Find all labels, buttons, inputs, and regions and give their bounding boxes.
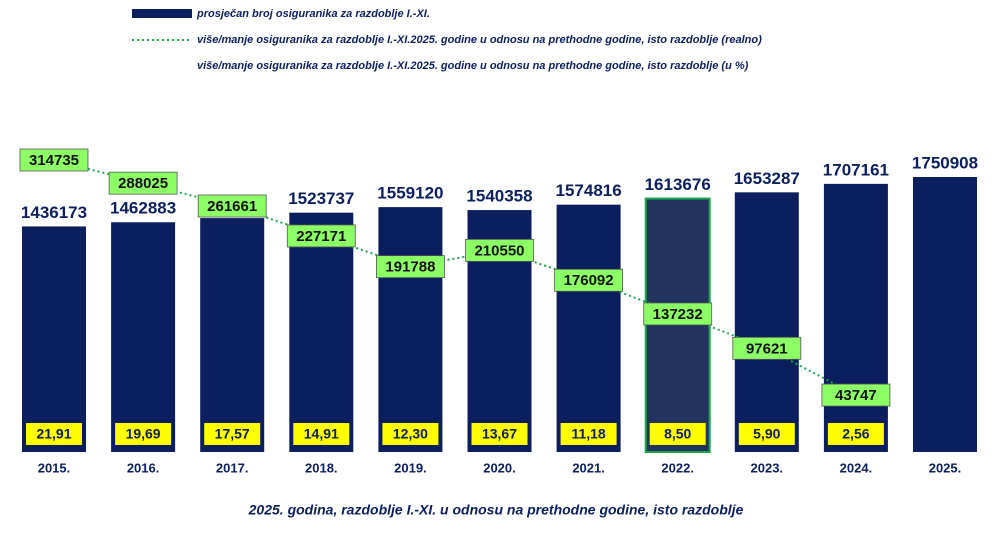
percent-label-box: [827, 423, 884, 445]
line-value-label: 210550: [474, 242, 524, 259]
percent-label: 14,91: [304, 426, 339, 442]
percent-label: 19,69: [126, 426, 161, 442]
line-value-label: 227171: [296, 228, 346, 245]
line-value-label: 314735: [29, 152, 79, 169]
percent-label: 5,90: [753, 426, 780, 442]
bar: [734, 192, 799, 452]
line-value-label: 261661: [207, 198, 257, 215]
line-value-label: 176092: [564, 272, 614, 289]
percent-label-box: [115, 423, 172, 445]
bar-value-label: 1653287: [734, 169, 800, 188]
bar: [111, 222, 176, 452]
bar-value-label: 1707161: [823, 160, 889, 179]
x-tick-label: 2015.: [38, 460, 71, 475]
line-value-label: 97621: [746, 340, 788, 357]
bar: [378, 207, 443, 452]
line-label-box: [554, 268, 623, 292]
legend-swatch: [132, 9, 192, 18]
percent-label-box: [26, 423, 82, 445]
x-tick-label: 2025.: [929, 460, 962, 475]
percent-label-box: [382, 423, 439, 445]
bar-value-label: 1750908: [912, 153, 978, 172]
bar: [913, 177, 977, 452]
line-label-box: [375, 255, 445, 279]
line-label-box: [821, 383, 891, 407]
x-tick-label: 2020.: [483, 460, 516, 475]
percent-label-box: [293, 423, 350, 445]
line-label-box: [19, 148, 89, 172]
bar: [22, 226, 86, 452]
percent-label-box: [738, 423, 795, 445]
percent-label: 13,67: [482, 426, 517, 442]
bar-value-label: 1540358: [466, 187, 532, 206]
bar-value-label: 1523737: [288, 189, 354, 208]
x-tick-label: 2021.: [572, 460, 605, 475]
bar: [289, 212, 354, 452]
line-label-box: [108, 171, 178, 195]
line-label-box: [732, 336, 802, 360]
x-tick-label: 2024.: [840, 460, 873, 475]
line-label-box: [465, 238, 534, 262]
x-tick-label: 2019.: [394, 460, 427, 475]
percent-label: 17,57: [215, 426, 250, 442]
bar: [200, 218, 265, 452]
x-axis-label: 2025. godina, razdoblje I.-XI. u odnosu …: [248, 502, 744, 518]
line-value-label: 43747: [835, 387, 877, 404]
percent-label: 8,50: [664, 426, 691, 442]
percent-label-box: [204, 423, 261, 445]
x-tick-label: 2017.: [216, 460, 249, 475]
line-value-label: 137232: [653, 306, 703, 323]
bar: [556, 204, 621, 452]
legend-label: više/manje osiguranika za razdoblje I.-X…: [197, 60, 749, 72]
bar: [823, 183, 888, 452]
legend-label: više/manje osiguranika za razdoblje I.-X…: [197, 34, 762, 46]
x-tick-label: 2018.: [305, 460, 338, 475]
bar-value-label: 1559120: [377, 184, 443, 203]
percent-label-box: [471, 423, 528, 445]
bar-value-label: 1436173: [21, 203, 87, 222]
bar-value-label: 1462883: [110, 199, 176, 218]
line-label-box: [643, 302, 713, 326]
bar-value-label: 1574816: [556, 181, 622, 200]
line-value-label: 191788: [385, 259, 435, 276]
percent-label: 12,30: [393, 426, 428, 442]
x-tick-label: 2022.: [661, 460, 694, 475]
line-label-box: [286, 224, 356, 248]
x-tick-label: 2016.: [127, 460, 160, 475]
x-tick-label: 2023.: [751, 460, 784, 475]
percent-label-box: [649, 423, 706, 445]
percent-label-box: [560, 423, 617, 445]
percent-label: 11,18: [571, 426, 605, 442]
bar-value-label: 1613676: [645, 175, 711, 194]
line-label-box: [197, 194, 267, 218]
percent-label: 2,56: [842, 426, 869, 442]
line-value-label: 288025: [118, 175, 168, 192]
percent-label: 21,91: [36, 426, 71, 442]
legend-label: prosječan broj osiguranika za razdoblje …: [196, 8, 430, 20]
